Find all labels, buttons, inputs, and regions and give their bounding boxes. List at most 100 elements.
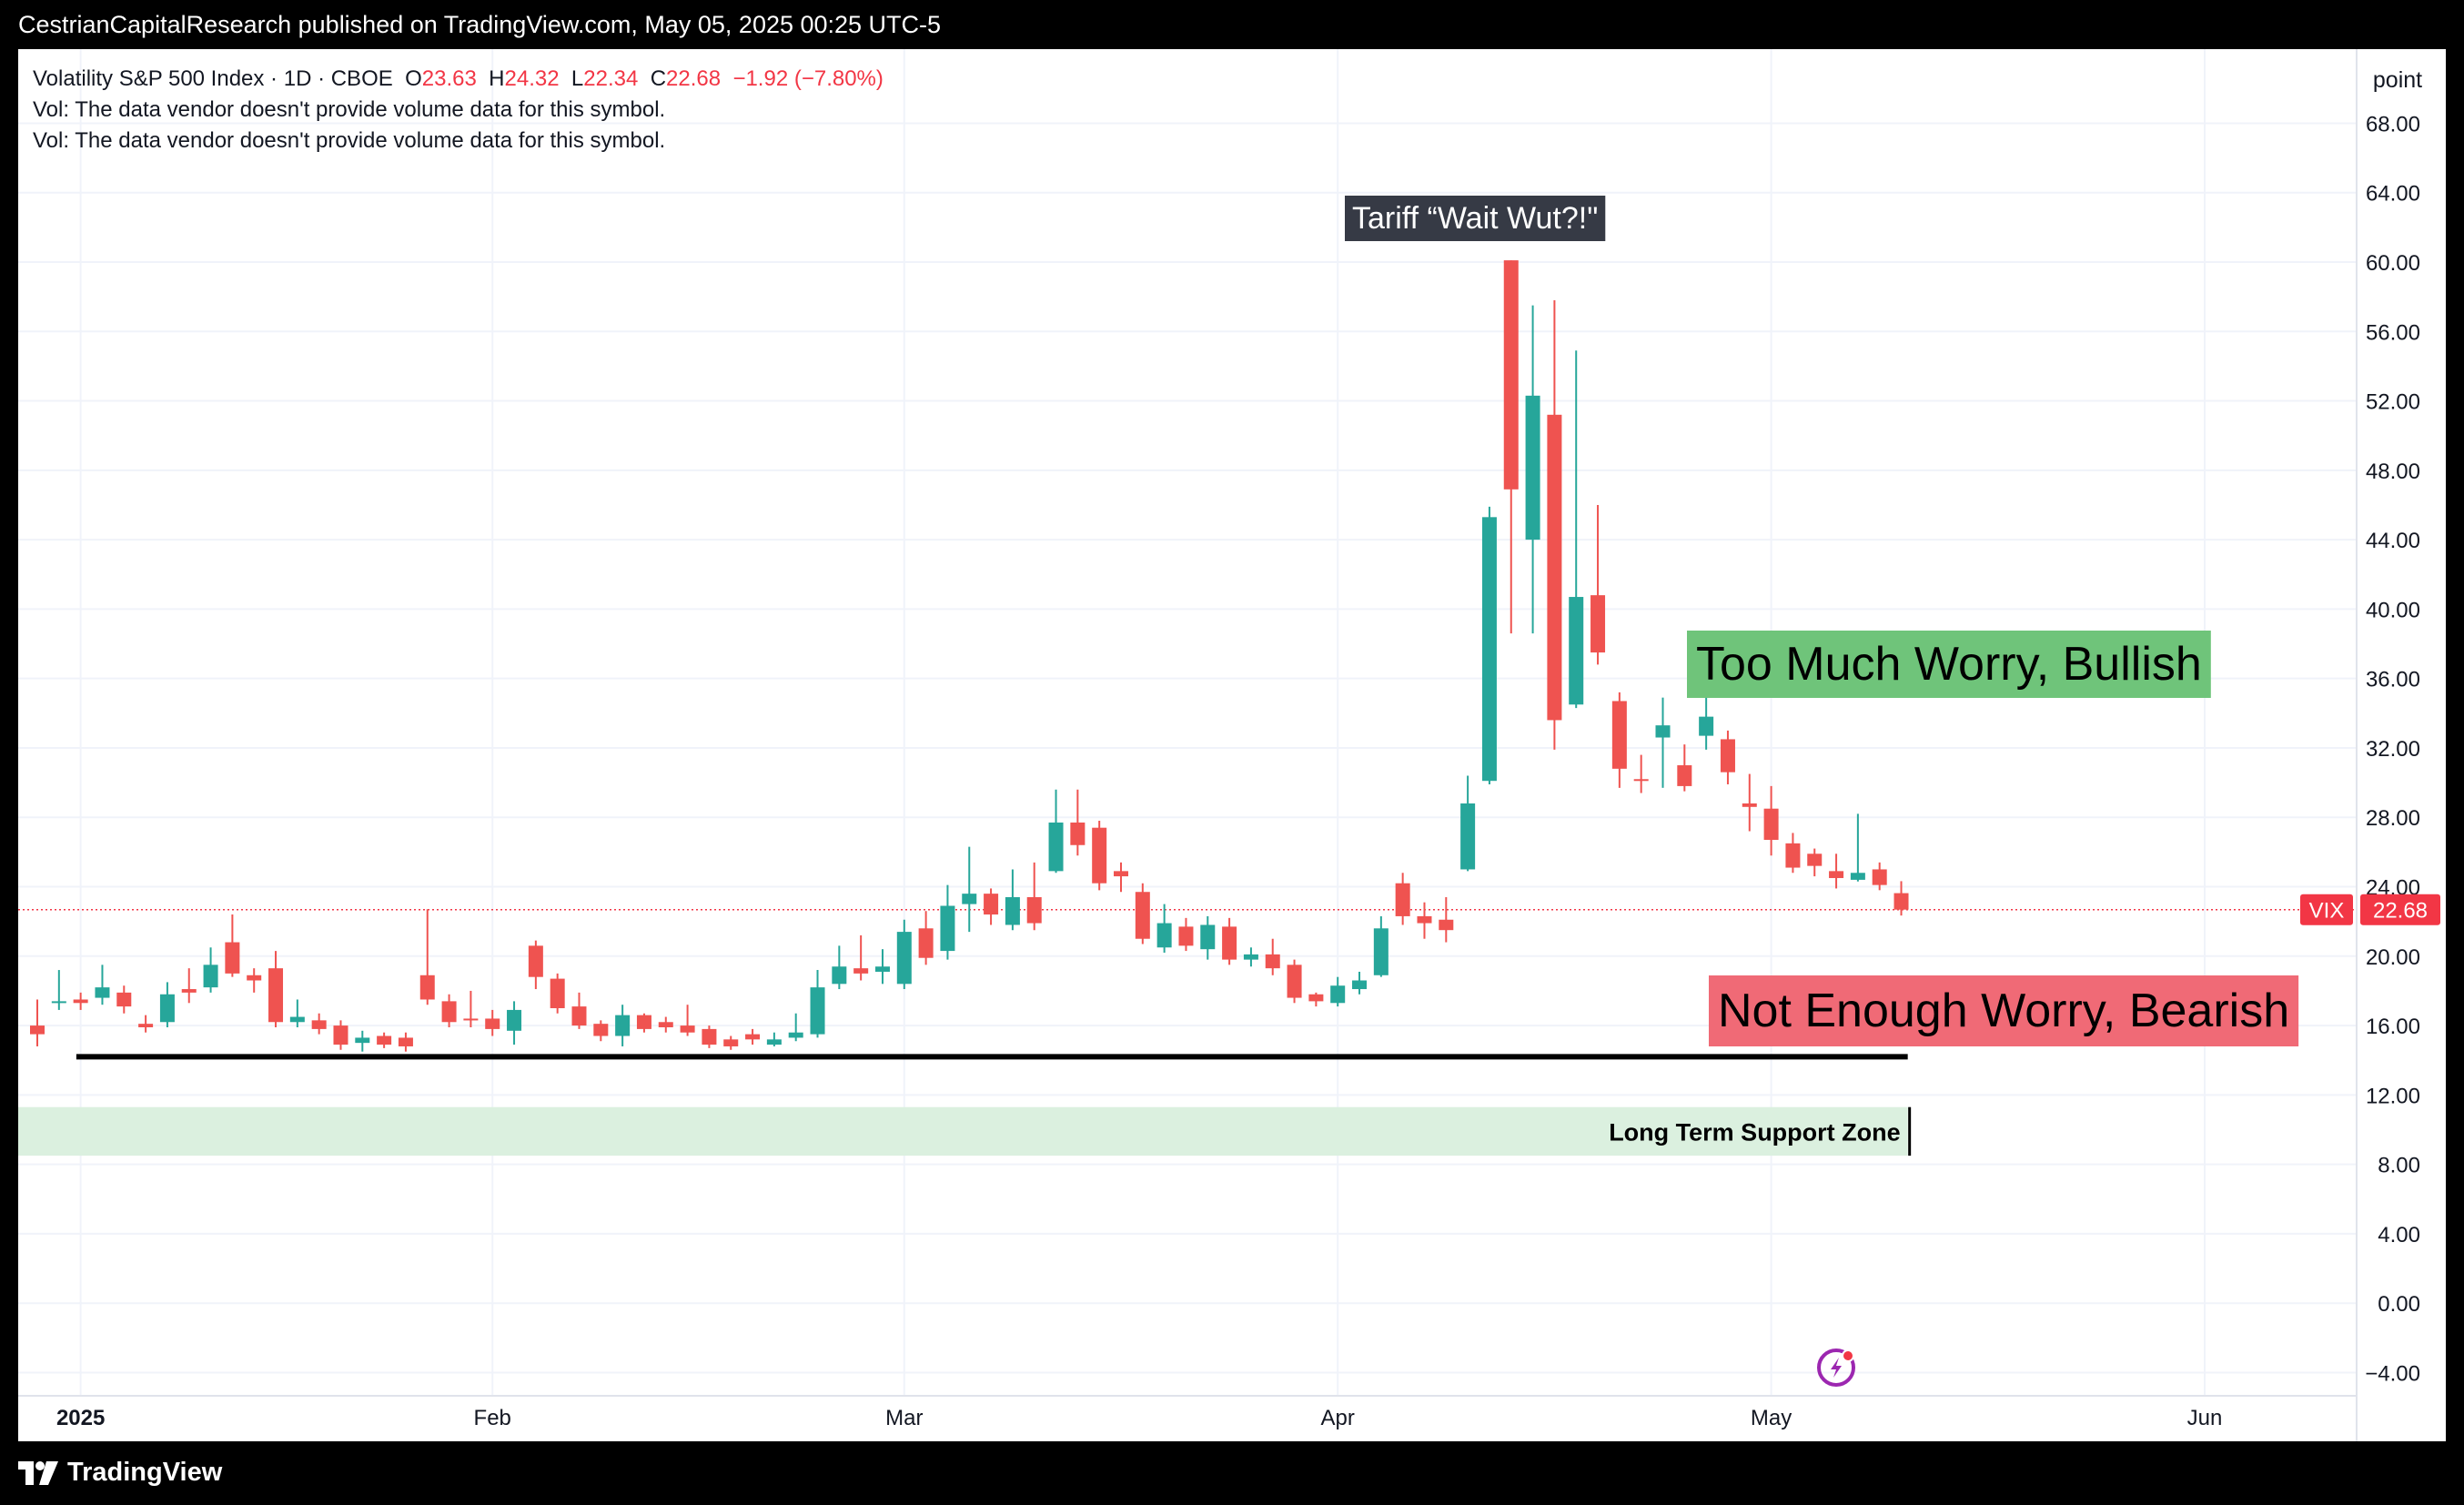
candle [810,970,825,1038]
candle [95,965,110,1005]
price-tick-label: 36.00 [2366,668,2420,692]
candle [962,846,977,933]
candle-body [1611,701,1627,769]
bearish-annotation-box[interactable] [1709,975,2299,1046]
grid-lines [18,49,2357,1396]
candle-body [1005,896,1020,925]
candle [615,1005,631,1046]
candle [571,992,587,1029]
candle-body [918,928,934,958]
candle-body [702,1028,717,1045]
candle-body [1373,928,1389,975]
candle [1026,862,1042,931]
candle-body [1893,893,1909,910]
candle [507,1001,522,1045]
candle-body [723,1039,739,1046]
price-tick-label: 0.00 [2378,1292,2420,1317]
candle-body [138,1024,154,1027]
candle-body [507,1009,522,1031]
candle-body [1829,871,1844,878]
candle-body [1417,915,1432,924]
candle-body [1481,517,1497,782]
candle [1525,305,1540,634]
time-tick-label: Feb [474,1406,511,1430]
candle-body [1330,985,1346,1004]
candle-body [571,1006,587,1026]
tariff-annotation-box[interactable] [1345,196,1606,241]
candle-body [441,1001,457,1023]
time-axis[interactable]: 2025 Feb Mar Apr May Jun [56,1406,2222,1430]
legend-symbol[interactable]: Volatility S&P 500 Index · 1D · CBOE [33,66,393,91]
candle [1265,938,1280,975]
candle-body [51,1001,66,1004]
candle [1481,506,1497,785]
candle [918,911,934,965]
legend-open-label: O [405,66,422,91]
price-unit-label[interactable]: point [2373,67,2422,93]
candle [528,940,543,990]
candle-body [463,1018,479,1021]
candle [138,1015,154,1033]
candle-body [377,1035,392,1045]
candle [1156,904,1172,953]
candle-body [853,968,869,974]
support-zone-band [18,1106,1908,1157]
price-axis[interactable]: 68.00 64.00 60.00 56.00 52.00 48.00 44.00 40.00… [2365,112,2420,1386]
candle-body [1439,919,1454,931]
time-tick-label: Mar [885,1406,923,1430]
symbol-tag-text: VIX [2309,899,2345,924]
candle [1547,299,1562,750]
price-tick-label: 12.00 [2366,1084,2420,1108]
candle-body [1265,954,1280,969]
candle-body [766,1039,782,1045]
candle-body [1178,926,1194,946]
candle [1460,775,1476,872]
candle-body [30,1025,45,1035]
candle-body [984,894,999,915]
tradingview-logo[interactable]: TradingView [18,1458,222,1488]
candle [1807,848,1823,877]
legend-open-value: 23.63 [421,66,477,91]
price-tick-label: 8.00 [2378,1154,2420,1178]
candle [896,919,912,990]
tradingview-logo-icon [18,1460,58,1485]
candle-body [962,894,977,904]
candle-body [832,966,847,985]
candle-body [636,1015,651,1029]
lightning-icon[interactable] [1817,1348,1855,1387]
bullish-annotation-box[interactable] [1687,631,2211,698]
publisher-line: CestrianCapitalResearch published on Tra… [18,11,942,38]
price-tick-label: 56.00 [2366,320,2420,345]
candlestick-chart[interactable]: Tariff “Wait Wut?!" Too Much Worry, Bull… [18,49,2446,1441]
candle [1503,260,1519,634]
price-tick-label: 4.00 [2378,1223,2420,1247]
last-price-tag [2360,894,2440,925]
candle-body [225,942,240,974]
chart-panel[interactable]: Tariff “Wait Wut?!" Too Much Worry, Bull… [18,49,2446,1441]
candle [1611,692,1627,788]
candle-body [1287,965,1302,998]
candle-body [1742,803,1757,807]
candle-body [1200,924,1216,950]
candle-body [419,975,435,1000]
candle [333,1020,348,1050]
candle-body [745,1034,761,1040]
candle [788,1013,803,1042]
legend-close-value: 22.68 [666,66,722,91]
price-tick-label: 48.00 [2366,460,2420,484]
candle-body [1850,873,1865,880]
candle-body [874,966,890,972]
candle-body [289,1016,305,1023]
candle-body [810,987,825,1035]
candle-body [268,968,284,1023]
candle [1742,773,1757,832]
candle-body [1156,923,1172,948]
time-tick-label: Apr [1321,1406,1355,1430]
candle [441,994,457,1027]
candle-body [1114,871,1128,877]
candle [1829,854,1844,889]
price-tick-label: −4.00 [2365,1361,2420,1386]
candle [159,982,175,1027]
candle-body [1243,954,1258,960]
